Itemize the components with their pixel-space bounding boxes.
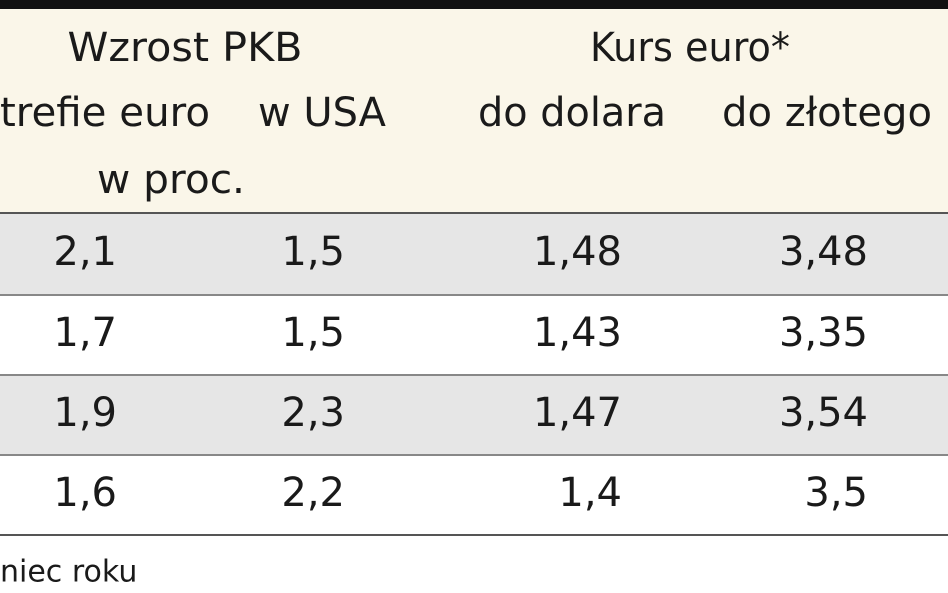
top-bar (0, 0, 948, 9)
cell: 3,35 (779, 310, 868, 356)
cell: 1,48 (533, 229, 622, 275)
row-bg (0, 375, 948, 455)
cell: 1,47 (533, 390, 622, 436)
cell: 1,4 (558, 470, 622, 516)
unit-label: w proc. (97, 157, 245, 203)
column-header: w USA (258, 90, 387, 136)
header-bg (0, 9, 948, 213)
row-bg (0, 213, 948, 295)
column-header: trefie euro (0, 90, 210, 136)
cell: 1,6 (53, 470, 117, 516)
cell: 1,7 (53, 310, 117, 356)
group-header: Kurs euro* (590, 25, 790, 71)
cell: 1,5 (281, 310, 345, 356)
cell: 2,2 (281, 470, 345, 516)
cell: 1,5 (281, 229, 345, 275)
cell: 2,3 (281, 390, 345, 436)
cell: 2,1 (53, 229, 117, 275)
footnote: niec roku (0, 555, 137, 590)
column-header: do dolara (478, 90, 666, 136)
cell: 3,48 (779, 229, 868, 275)
group-header: Wzrost PKB (68, 25, 303, 71)
cell: 1,9 (53, 390, 117, 436)
cell: 1,43 (533, 310, 622, 356)
cell: 3,54 (779, 390, 868, 436)
column-header: do złotego (722, 90, 932, 136)
cell: 3,5 (804, 470, 868, 516)
